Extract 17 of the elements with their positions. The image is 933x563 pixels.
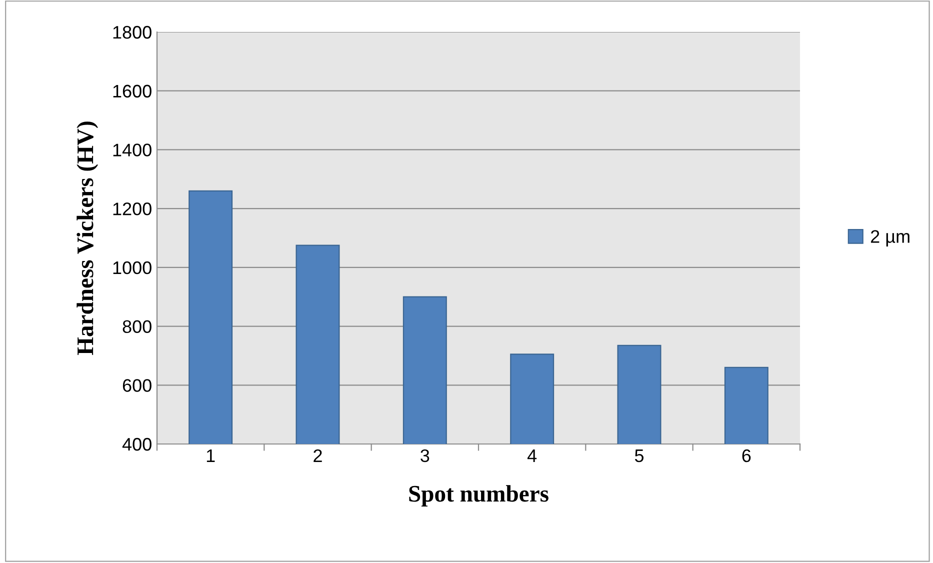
- y-tick-label: 1800: [113, 26, 152, 39]
- x-tick-label: 3: [420, 449, 430, 462]
- y-tick-label: 400: [122, 438, 152, 451]
- y-tick-label: 1600: [113, 84, 152, 98]
- y-tick-label: 1000: [113, 261, 152, 274]
- y-tick-label: 800: [122, 320, 152, 334]
- x-tick-label: 5: [634, 450, 644, 462]
- x-tick-label: 4: [527, 450, 537, 462]
- y-tick-label: 1400: [113, 144, 152, 156]
- x-axis-title: Spot numbers: [409, 485, 548, 507]
- x-tick-label: 1: [206, 450, 215, 462]
- x-tick-label: 6: [742, 449, 751, 462]
- y-tick-label: 1200: [113, 202, 152, 216]
- x-tick-label: 2: [314, 449, 322, 462]
- legend-label: 2 µm: [870, 230, 910, 246]
- y-tick-label: 600: [122, 379, 152, 392]
- y-axis-title: Hardness Vickers (HV): [76, 122, 98, 355]
